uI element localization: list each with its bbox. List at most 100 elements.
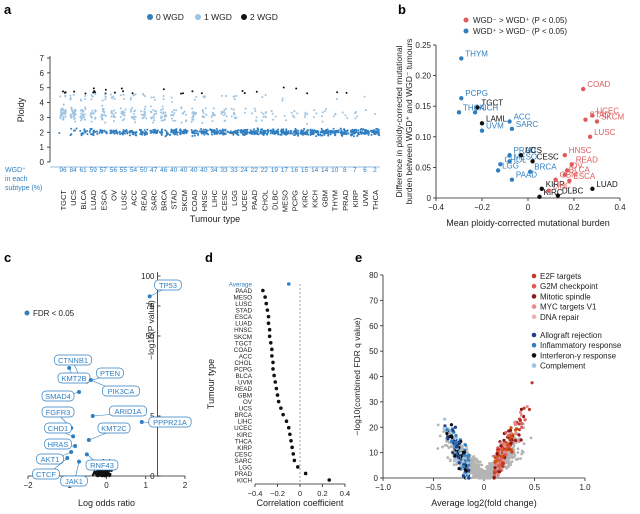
ploidy-point xyxy=(197,133,200,136)
ploidy-point xyxy=(112,113,115,116)
tumour-type-label: BLCA xyxy=(79,190,88,210)
ploidy-point xyxy=(112,131,115,134)
upregulated-pathway-point xyxy=(494,459,498,464)
ploidy-point xyxy=(363,95,366,98)
wgd-percent-value: 14 xyxy=(311,167,319,174)
upregulated-pathway-point xyxy=(508,438,512,442)
tumour-type-label: HNSC xyxy=(200,189,209,211)
label-luad: LUAD xyxy=(596,180,618,189)
ploidy-point xyxy=(133,118,136,121)
ploidy-point xyxy=(200,128,203,131)
ploidy-point xyxy=(91,112,94,115)
ploidy-point xyxy=(225,115,228,118)
ploidy-point xyxy=(269,132,272,135)
ploidy-point xyxy=(171,100,174,103)
ploidy-point xyxy=(303,131,306,134)
ploidy-point xyxy=(202,95,205,98)
ploidy-point xyxy=(183,110,186,113)
upregulated-pathway-point xyxy=(495,472,499,477)
tumour-type-label: COAD xyxy=(190,189,199,211)
tumour-type-label: KIRP xyxy=(351,190,360,208)
ploidy-point xyxy=(94,110,97,113)
ploidy-point xyxy=(291,114,294,117)
legend-label-4: DNA repair xyxy=(540,313,579,322)
ploidy-point xyxy=(201,130,204,133)
ploidy-point xyxy=(282,86,285,89)
ploidy-point xyxy=(130,129,133,132)
ploidy-point xyxy=(353,135,356,138)
ploidy-point xyxy=(267,129,270,132)
x-tick-label: 0.4 xyxy=(340,489,350,498)
gene-label-fgfr3: FGFR3 xyxy=(46,408,71,417)
ploidy-point xyxy=(69,116,72,119)
ploidy-point xyxy=(233,111,236,114)
ploidy-point xyxy=(218,132,221,135)
ploidy-point xyxy=(69,114,72,117)
ploidy-point xyxy=(164,129,167,132)
ploidy-point xyxy=(92,130,95,133)
ploidy-point xyxy=(94,93,97,96)
tumour-type-label: CHOL xyxy=(235,360,253,367)
ploidy-point xyxy=(74,109,77,112)
wgd-percent-value: 96 xyxy=(59,167,67,174)
ploidy-point xyxy=(119,107,122,110)
wgd-percent-value: 59 xyxy=(90,167,98,174)
ploidy-point xyxy=(341,111,344,114)
ploidy-point xyxy=(92,134,95,137)
ploidy-point xyxy=(292,131,295,134)
ploidy-point xyxy=(172,132,175,135)
ploidy-point xyxy=(162,98,165,101)
point-lgg xyxy=(495,168,501,173)
ploidy-point xyxy=(72,113,75,116)
background-gene-point xyxy=(472,472,476,475)
gene-label-box xyxy=(54,354,92,366)
point-laml xyxy=(479,121,485,126)
point-chol xyxy=(498,162,503,167)
gene-label-box xyxy=(96,367,124,379)
ploidy-point xyxy=(101,107,104,110)
ploidy-point xyxy=(222,111,225,114)
y-tick-label: 20 xyxy=(369,423,378,432)
upregulated-pathway-point xyxy=(509,435,513,439)
ploidy-point xyxy=(334,131,337,134)
x-tick-label: 1 xyxy=(144,481,149,490)
ploidy-point xyxy=(195,111,198,114)
ploidy-point xyxy=(90,120,93,123)
ploidy-point xyxy=(297,132,300,135)
ploidy-point xyxy=(287,130,290,133)
ploidy-point xyxy=(80,112,83,115)
label-cesc: CESC xyxy=(537,152,559,161)
ploidy-point xyxy=(141,131,144,134)
ploidy-point xyxy=(118,131,121,134)
ploidy-point xyxy=(312,133,315,136)
ploidy-point xyxy=(175,109,178,112)
ploidy-point xyxy=(59,95,62,98)
ploidy-point xyxy=(272,118,275,121)
background-gene-point xyxy=(436,447,440,450)
downregulated-pathway-point xyxy=(463,443,468,447)
upregulated-pathway-point xyxy=(501,461,505,465)
ploidy-point xyxy=(306,129,309,132)
ploidy-point xyxy=(344,114,347,117)
background-gene-point xyxy=(103,471,106,475)
tumour-type-label: MESO xyxy=(233,295,252,302)
ploidy-point xyxy=(84,92,87,95)
downregulated-pathway-point xyxy=(462,454,466,458)
ploidy-point xyxy=(62,103,65,106)
ploidy-point xyxy=(152,96,155,99)
gene-label-box xyxy=(44,438,72,450)
ploidy-point xyxy=(204,128,207,131)
ploidy-point xyxy=(179,129,182,132)
ploidy-point xyxy=(73,118,76,121)
gene-label-chd1: CHD1 xyxy=(48,424,68,433)
ploidy-point xyxy=(355,131,358,134)
ploidy-point xyxy=(215,131,218,134)
background-gene-point xyxy=(476,464,480,468)
legend-marker-fdr xyxy=(24,310,30,316)
label-skcm: SKCM xyxy=(601,113,624,122)
background-gene-point xyxy=(505,455,509,458)
gene-label-box xyxy=(57,372,91,384)
upregulated-pathway-point xyxy=(495,452,499,456)
background-gene-point xyxy=(529,436,533,440)
ploidy-point xyxy=(94,109,97,112)
